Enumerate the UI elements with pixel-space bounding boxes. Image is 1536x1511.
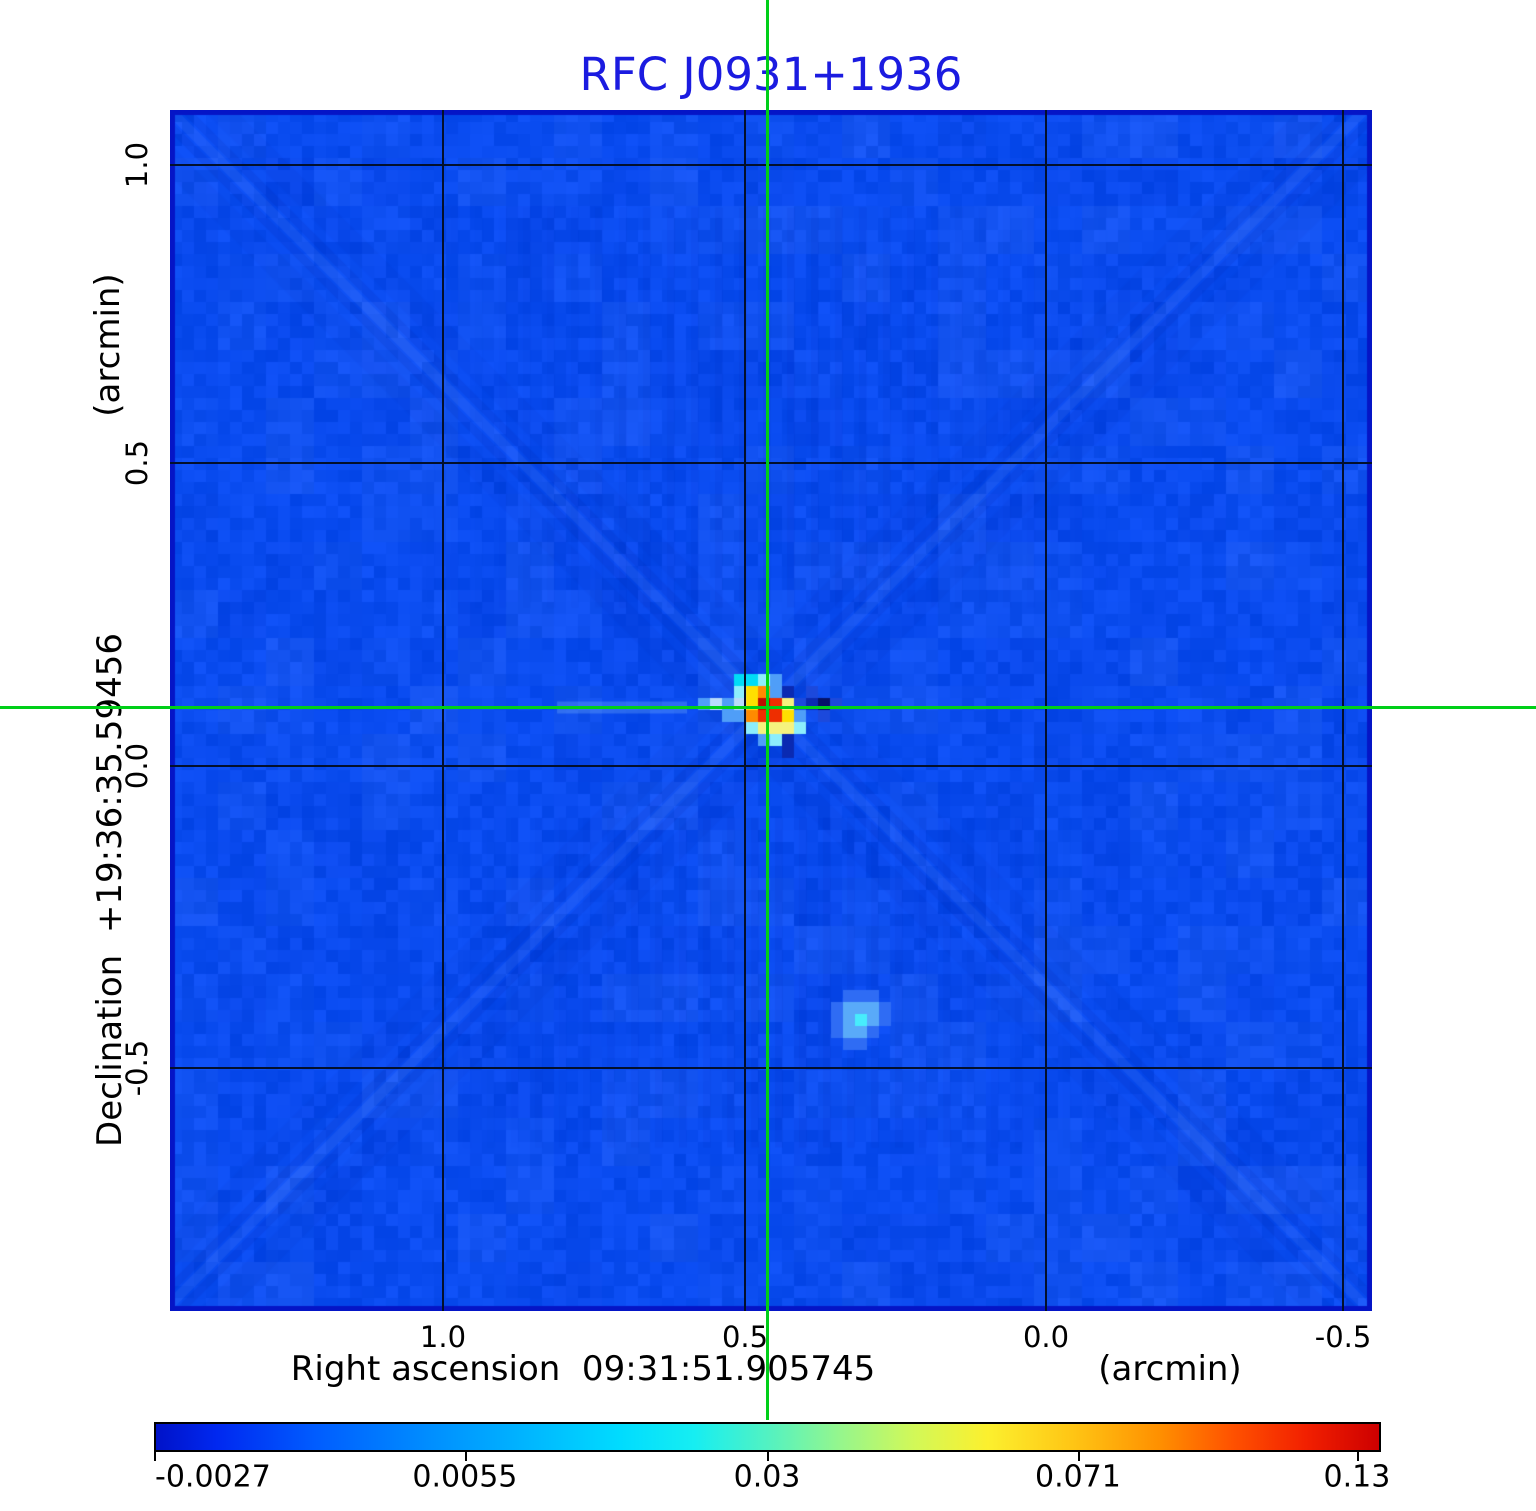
x-axis-unit-label: (arcmin) xyxy=(1098,1349,1242,1389)
y-tick-label: 0.0 xyxy=(120,742,154,789)
gridline-vertical xyxy=(1045,110,1048,1311)
heatmap-canvas xyxy=(170,110,1372,1311)
colorbar-tick xyxy=(154,1452,156,1461)
y-tick-label: -0.5 xyxy=(120,1039,154,1097)
y-axis-unit-label: (arcmin) xyxy=(88,273,128,417)
gridline-horizontal xyxy=(170,462,1372,465)
gridline-vertical xyxy=(1342,110,1345,1311)
x-axis-title: Right ascension 09:31:51.905745 xyxy=(290,1349,876,1389)
y-tick-label: 1.0 xyxy=(120,141,154,189)
plot-area xyxy=(170,110,1372,1311)
colorbar-tick xyxy=(1356,1452,1359,1461)
colorbar-tick-label: 0.0055 xyxy=(412,1459,518,1495)
colorbar-tick xyxy=(464,1452,467,1461)
colorbar-tick-label: 0.071 xyxy=(1034,1459,1121,1495)
gridline-horizontal xyxy=(170,764,1372,767)
colorbar-tick-label: -0.0027 xyxy=(155,1459,271,1495)
x-tick-label: 0.5 xyxy=(721,1320,769,1354)
colorbar-tick xyxy=(1077,1452,1080,1461)
chart-title: RFC J0931+1936 xyxy=(579,48,963,101)
x-tick-label: 0.0 xyxy=(1022,1320,1070,1354)
colorbar xyxy=(154,1422,1381,1452)
gridline-horizontal xyxy=(170,164,1372,166)
x-tick-label: 1.0 xyxy=(419,1320,467,1354)
gridline-horizontal xyxy=(170,1066,1372,1069)
x-tick-label: -0.5 xyxy=(1314,1320,1372,1354)
crosshair-horizontal-line xyxy=(0,705,1536,709)
colorbar-tick-label: 0.03 xyxy=(733,1459,801,1495)
gridline-vertical xyxy=(744,110,747,1311)
y-tick-label: 0.5 xyxy=(120,440,154,487)
colorbar-tick xyxy=(767,1452,769,1461)
colorbar-tick-label: 0.13 xyxy=(1323,1459,1391,1495)
gridline-vertical xyxy=(441,110,444,1311)
crosshair-vertical-line xyxy=(765,0,769,1420)
